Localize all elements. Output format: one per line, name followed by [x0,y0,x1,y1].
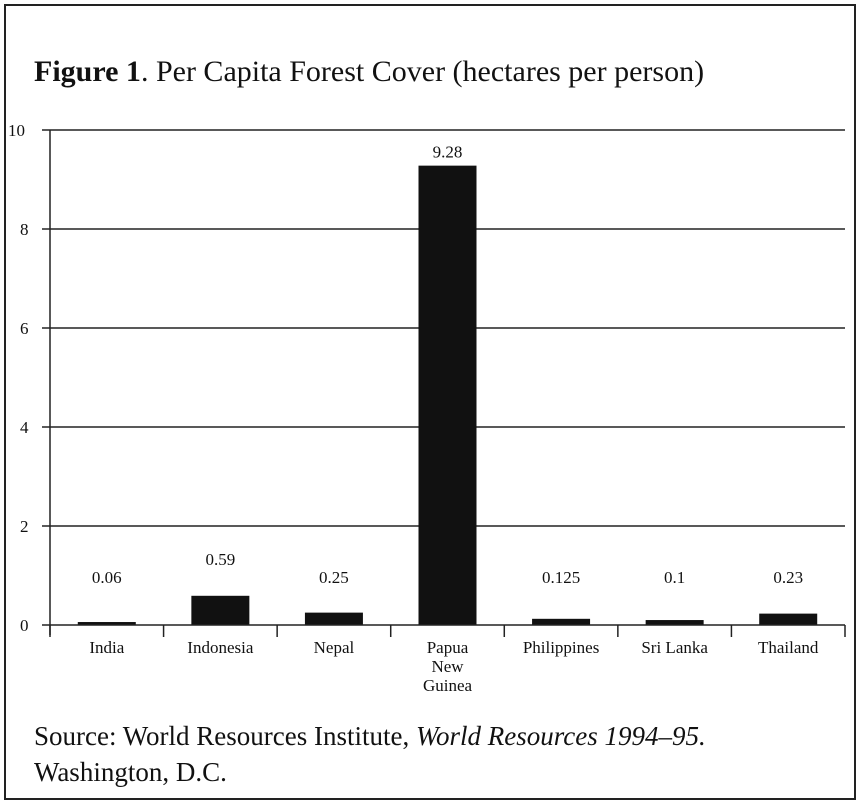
value-label-3: 9.28 [433,143,463,162]
x-category-label-6-0: Thailand [758,638,819,657]
x-category-label-3-0: Papua [427,638,469,657]
x-category-label-3-2: Guinea [423,676,473,695]
value-label-1: 0.59 [205,550,235,569]
x-category-label-1-0: Indonesia [187,638,254,657]
x-axis [49,130,846,637]
x-category-label-3-1: New [431,657,464,676]
source-prefix: Source: World Resources Institute, [34,721,417,751]
bar-0 [77,622,136,626]
value-label-6: 0.23 [773,568,803,587]
y-tick-label-2: 2 [20,517,29,536]
bar-3 [418,165,477,625]
value-label-0: 0.06 [92,568,122,587]
source-publication: World Resources 1994–95. [416,721,706,751]
x-category-label-0-0: India [89,638,124,657]
value-labels: 0.06 0.59 0.25 9.28 0.125 0.1 0.23 [92,143,803,587]
figure-frame [4,4,856,800]
value-label-4: 0.125 [542,568,580,587]
y-tick-label-4: 4 [20,418,29,437]
x-category-label-2-0: Nepal [314,638,355,657]
bar-5 [645,620,704,625]
figure-number: Figure 1 [34,55,141,88]
x-category-label-5-0: Sri Lanka [641,638,708,657]
bar-1 [191,595,250,625]
y-tick-label-8: 8 [20,220,29,239]
figure-title-text: . Per Capita Forest Cover (hectares per … [140,55,705,88]
y-axis-ticks: 0 2 4 6 8 10 [8,121,50,635]
x-category-label-4-0: Philippines [523,638,600,657]
figure-title: Figure 1. Per Capita Forest Cover (hecta… [34,55,704,89]
bar-4 [532,618,591,625]
source-note: Source: World Resources Institute, World… [34,718,834,790]
y-tick-label-0: 0 [20,616,29,635]
source-suffix: Washington, D.C. [34,757,227,787]
y-tick-label-10: 10 [8,121,25,140]
bars [77,165,818,626]
bar-6 [759,613,818,625]
bar-2 [304,612,363,625]
value-label-5: 0.1 [664,568,685,587]
value-label-2: 0.25 [319,568,349,587]
y-tick-label-6: 6 [20,319,29,338]
